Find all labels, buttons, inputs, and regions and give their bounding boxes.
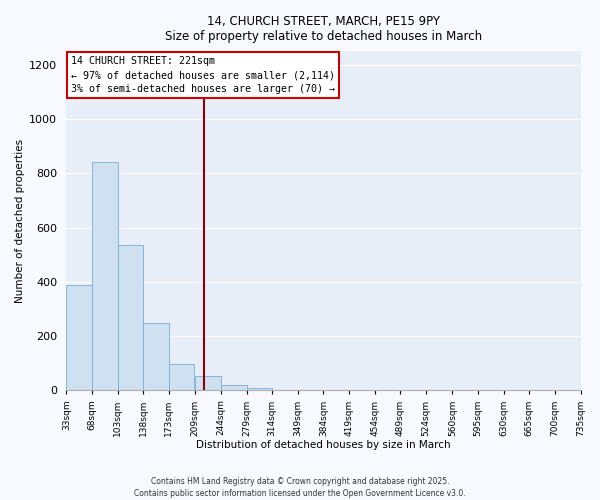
Bar (221, 385, 247, 390)
Text: 14 CHURCH STREET: 221sqm
← 97% of detached houses are smaller (2,114)
3% of semi: 14 CHURCH STREET: 221sqm ← 97% of detach… (71, 56, 335, 94)
Bar (92, 162, 118, 390)
Bar (67, 284, 92, 391)
Bar (118, 245, 143, 390)
Bar (169, 364, 194, 390)
Bar (195, 376, 221, 390)
Y-axis label: Number of detached properties: Number of detached properties (15, 138, 25, 303)
Bar (247, 388, 272, 390)
Text: Contains HM Land Registry data © Crown copyright and database right 2025.
Contai: Contains HM Land Registry data © Crown c… (134, 476, 466, 498)
Title: 14, CHURCH STREET, MARCH, PE15 9PY
Size of property relative to detached houses : 14, CHURCH STREET, MARCH, PE15 9PY Size … (165, 15, 482, 43)
Bar (143, 323, 169, 390)
X-axis label: Distribution of detached houses by size in March: Distribution of detached houses by size … (196, 440, 451, 450)
